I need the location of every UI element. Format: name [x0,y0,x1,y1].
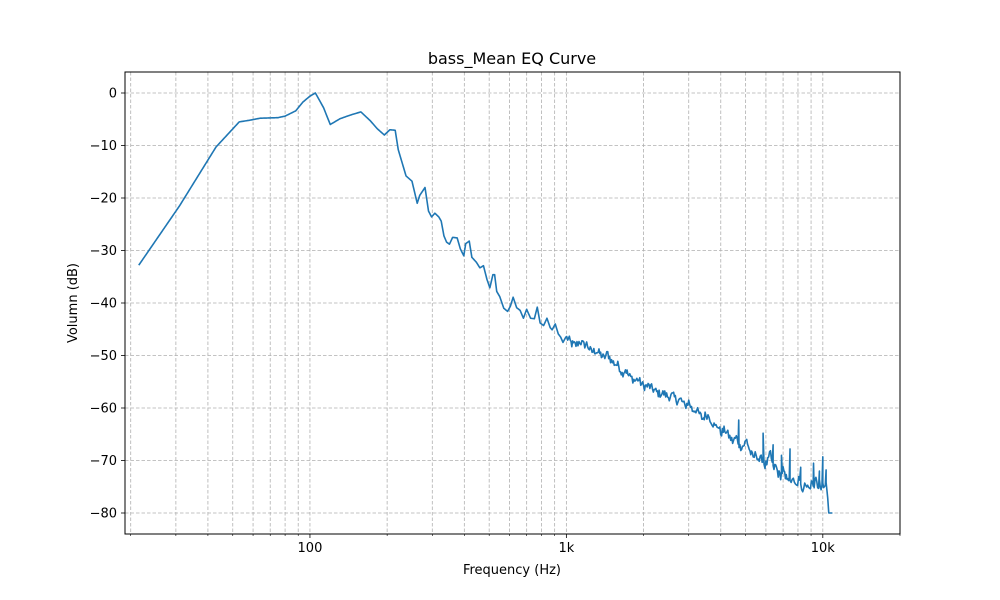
x-tick-label: 100 [298,541,323,556]
y-tick-label: −60 [90,402,117,417]
x-tick-label: 10k [811,541,836,556]
y-tick-label: −40 [90,297,117,312]
y-tick-label: −30 [90,244,117,259]
eq-curve-line [138,92,833,514]
y-tick-label: −80 [90,507,117,522]
major-grid [125,72,900,534]
y-tick-label: −20 [90,192,117,207]
plot-area [138,92,833,514]
y-tick-label: −10 [90,139,117,154]
y-tick-label: 0 [109,87,117,102]
x-axis-label: Frequency (Hz) [463,563,561,578]
x-tick-label: 1k [558,541,574,556]
y-tick-label: −50 [90,349,117,364]
y-axis-label: Volumn (dB) [66,263,81,343]
chart-title: bass_Mean EQ Curve [428,49,596,69]
y-axis-ticks: 0 −10 −20 −30 −40 −50 −60 −70 −80 [90,87,125,522]
y-tick-label: −70 [90,454,117,469]
x-axis-ticks: 100 1k 10k [298,534,836,556]
